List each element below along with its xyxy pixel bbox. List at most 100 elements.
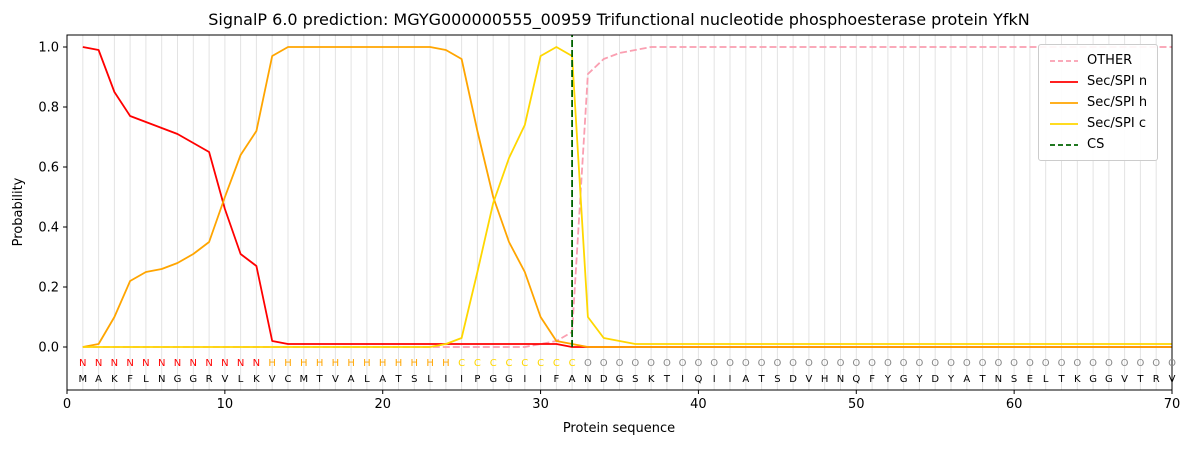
sequence-letter: Q (694, 374, 702, 385)
sequence-letter: I (444, 374, 447, 385)
sequence-letter: K (253, 374, 260, 385)
sequence-letter: G (505, 374, 513, 385)
region-letter: O (994, 358, 1002, 369)
region-letter: H (284, 358, 292, 369)
sequence-letter: Q (852, 374, 860, 385)
sequence-letter: V (1169, 374, 1176, 385)
sequence-letter: S (411, 374, 417, 385)
region-letter: O (1010, 358, 1018, 369)
region-letter: N (126, 358, 133, 369)
sequence-letter: A (963, 374, 970, 385)
region-letter: O (1058, 358, 1066, 369)
series-line-sec-spi-n (82, 46, 1172, 348)
legend-line-sample (1050, 143, 1078, 146)
region-letter: O (663, 358, 671, 369)
sequence-letter: H (821, 374, 829, 385)
region-letter: O (1042, 358, 1050, 369)
legend-label: Sec/SPI c (1087, 116, 1146, 131)
sequence-letter: N (995, 374, 1002, 385)
series-line-sec-spi-c (82, 46, 1172, 348)
y-tick-label: 0.0 (38, 341, 59, 356)
x-tick-label: 30 (532, 397, 549, 412)
region-letter: H (332, 358, 340, 369)
sequence-letter: N (584, 374, 591, 385)
region-letter: O (1121, 358, 1129, 369)
gridlines (82, 35, 1173, 390)
region-letter: N (237, 358, 244, 369)
sequence-letter: T (1057, 374, 1065, 385)
sequence-letter: A (742, 374, 749, 385)
sequence-letter: R (206, 374, 213, 385)
region-letter: N (142, 358, 149, 369)
chart-title: SignalP 6.0 prediction: MGYG000000555_00… (208, 10, 1030, 30)
x-axis-label: Protein sequence (563, 421, 675, 436)
region-letter: O (915, 358, 923, 369)
legend-label: Sec/SPI n (1087, 74, 1148, 89)
region-letter: N (190, 358, 197, 369)
legend-label: OTHER (1087, 53, 1133, 68)
x-tick-label: 0 (63, 397, 71, 412)
legend-entry: Sec/SPI c (1049, 116, 1147, 131)
sequence-letter: A (379, 374, 386, 385)
legend-line-sample (1050, 122, 1078, 125)
y-tick-label: 1.0 (38, 41, 59, 56)
x-tick-label: 70 (1164, 397, 1181, 412)
region-letter: O (742, 358, 750, 369)
sequence-letter: M (299, 374, 308, 385)
region-letter: C (506, 358, 513, 369)
region-letter: N (174, 358, 181, 369)
x-tick-label: 50 (848, 397, 865, 412)
y-tick-label: 0.2 (38, 281, 59, 296)
sequence-letter: Y (915, 374, 923, 385)
sequence-letter: V (1121, 374, 1128, 385)
region-letter: O (631, 358, 639, 369)
chart-layers: 0.00.20.40.60.81.00 10 20 30 40 50 60 70N N N N N N N… (38, 34, 1181, 412)
region-letter: H (300, 358, 308, 369)
x-tick-label: 60 (1006, 397, 1023, 412)
x-tick-label: 20 (374, 397, 391, 412)
region-letter: O (852, 358, 860, 369)
region-letter: O (821, 358, 829, 369)
region-letter: C (553, 358, 560, 369)
sequence-letter: G (489, 374, 497, 385)
legend-line-sample (1050, 59, 1078, 62)
region-letter: O (647, 358, 655, 369)
sequence-letter: I (523, 374, 526, 385)
region-letter: N (205, 358, 212, 369)
sequence-letter: F (869, 374, 875, 385)
legend-entry: CS (1049, 137, 1147, 152)
sequence-letter: I (729, 374, 732, 385)
region-letter: O (1026, 358, 1034, 369)
region-letter: O (837, 358, 845, 369)
sequence-letter: I (713, 374, 716, 385)
sequence-letter: E (1027, 374, 1033, 385)
region-letter: H (426, 358, 434, 369)
sequence-letter: C (285, 374, 292, 385)
sequence-letter: V (805, 374, 812, 385)
region-letter: O (710, 358, 718, 369)
sequence-letter: N (837, 374, 844, 385)
sequence-letter: Y (884, 374, 892, 385)
sequence-letter: S (774, 374, 780, 385)
region-letter: H (363, 358, 371, 369)
region-letter: O (679, 358, 687, 369)
region-letter: O (947, 358, 955, 369)
sequence-letter: L (427, 374, 433, 385)
region-letter: O (600, 358, 608, 369)
region-letter: O (963, 358, 971, 369)
region-letter: O (758, 358, 766, 369)
x-tick-label: 10 (217, 397, 234, 412)
sequence-letter: I (681, 374, 684, 385)
series-line-sec-spi-h (82, 46, 1172, 348)
legend-label: CS (1087, 137, 1105, 152)
region-letter: O (726, 358, 734, 369)
sequence-letter: T (1136, 374, 1144, 385)
region-letter: C (458, 358, 465, 369)
region-letter: H (316, 358, 324, 369)
sequence-letter: T (316, 374, 324, 385)
region-letter: N (253, 358, 260, 369)
region-letter: C (537, 358, 544, 369)
